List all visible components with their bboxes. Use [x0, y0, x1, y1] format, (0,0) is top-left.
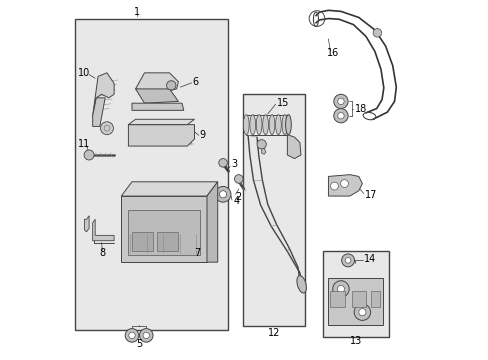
Circle shape [139, 329, 153, 342]
Polygon shape [93, 73, 114, 116]
Text: 4: 4 [233, 197, 239, 206]
Circle shape [101, 122, 113, 135]
Ellipse shape [268, 114, 274, 135]
Circle shape [257, 140, 266, 149]
Circle shape [341, 254, 354, 267]
Text: 7: 7 [194, 248, 201, 258]
Circle shape [372, 28, 381, 37]
Circle shape [333, 109, 347, 123]
Circle shape [128, 332, 135, 339]
Text: 3: 3 [230, 159, 237, 169]
Circle shape [125, 329, 139, 342]
Circle shape [143, 332, 149, 339]
Polygon shape [121, 182, 217, 196]
Polygon shape [121, 196, 206, 262]
Bar [323, 251, 388, 337]
Polygon shape [93, 219, 114, 241]
Circle shape [219, 191, 226, 198]
Circle shape [340, 180, 348, 188]
Polygon shape [135, 89, 178, 103]
Polygon shape [328, 278, 382, 325]
Ellipse shape [256, 114, 262, 135]
Polygon shape [128, 125, 194, 146]
Circle shape [337, 98, 344, 105]
Circle shape [337, 112, 344, 119]
Circle shape [166, 81, 176, 90]
Ellipse shape [282, 114, 287, 135]
Text: 1: 1 [134, 7, 140, 17]
Circle shape [358, 309, 365, 316]
Polygon shape [84, 216, 89, 232]
Text: 11: 11 [78, 139, 90, 149]
Ellipse shape [296, 276, 306, 293]
Polygon shape [128, 119, 194, 125]
Text: 2: 2 [234, 192, 241, 202]
Circle shape [353, 304, 370, 320]
Ellipse shape [243, 114, 248, 135]
Circle shape [337, 285, 344, 293]
Text: 9: 9 [200, 130, 205, 140]
Bar [157, 232, 178, 251]
Ellipse shape [275, 114, 281, 135]
Text: 6: 6 [192, 77, 199, 87]
Polygon shape [261, 148, 265, 154]
Circle shape [218, 158, 227, 167]
Bar [75, 19, 228, 330]
Circle shape [84, 150, 94, 160]
Bar [370, 291, 380, 307]
Text: 13: 13 [349, 337, 361, 346]
Polygon shape [287, 135, 300, 158]
Text: 15: 15 [276, 98, 288, 108]
Text: 8: 8 [99, 248, 105, 258]
Polygon shape [93, 98, 105, 126]
Text: 5: 5 [136, 339, 142, 348]
Ellipse shape [249, 114, 255, 135]
Circle shape [333, 94, 347, 109]
Text: 14: 14 [364, 254, 376, 264]
Text: 18: 18 [354, 104, 366, 113]
Bar [242, 94, 305, 327]
Bar [329, 291, 344, 307]
Polygon shape [135, 73, 178, 93]
Bar [132, 232, 153, 251]
Text: 12: 12 [267, 328, 280, 338]
Ellipse shape [285, 114, 291, 135]
Text: 17: 17 [364, 190, 376, 200]
Text: 16: 16 [326, 48, 338, 58]
Text: 10: 10 [78, 68, 90, 78]
Circle shape [215, 186, 230, 202]
Bar [351, 291, 365, 307]
Polygon shape [328, 175, 362, 196]
Circle shape [330, 182, 338, 190]
Circle shape [332, 281, 348, 297]
Polygon shape [132, 103, 183, 111]
Bar [128, 210, 200, 255]
Polygon shape [206, 182, 217, 262]
Circle shape [345, 257, 350, 263]
Circle shape [234, 175, 243, 183]
Ellipse shape [262, 114, 268, 135]
